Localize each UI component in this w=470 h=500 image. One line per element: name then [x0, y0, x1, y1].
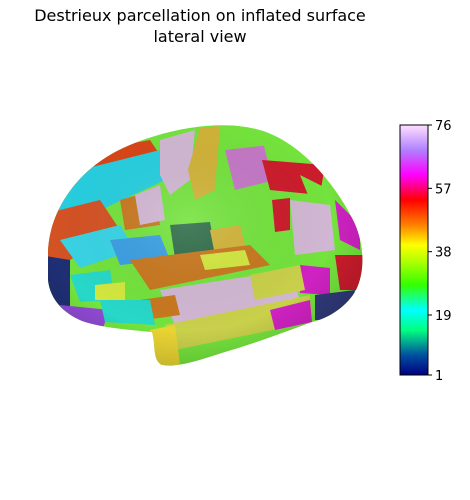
colorbar: 76 57 38 19 1 — [399, 119, 452, 384]
figure-title: Destrieux parcellation on inflated surfa… — [34, 6, 366, 25]
colorbar-tick-label: 1 — [435, 369, 443, 384]
colorbar-tick-label: 76 — [435, 119, 452, 134]
surface-shading — [48, 125, 363, 366]
figure-subtitle: lateral view — [153, 27, 247, 46]
colorbar-gradient — [399, 124, 429, 376]
colorbar-tick-label: 38 — [435, 246, 452, 261]
colorbar-tick-label: 57 — [435, 182, 452, 197]
colorbar-tick-label: 19 — [435, 309, 452, 324]
